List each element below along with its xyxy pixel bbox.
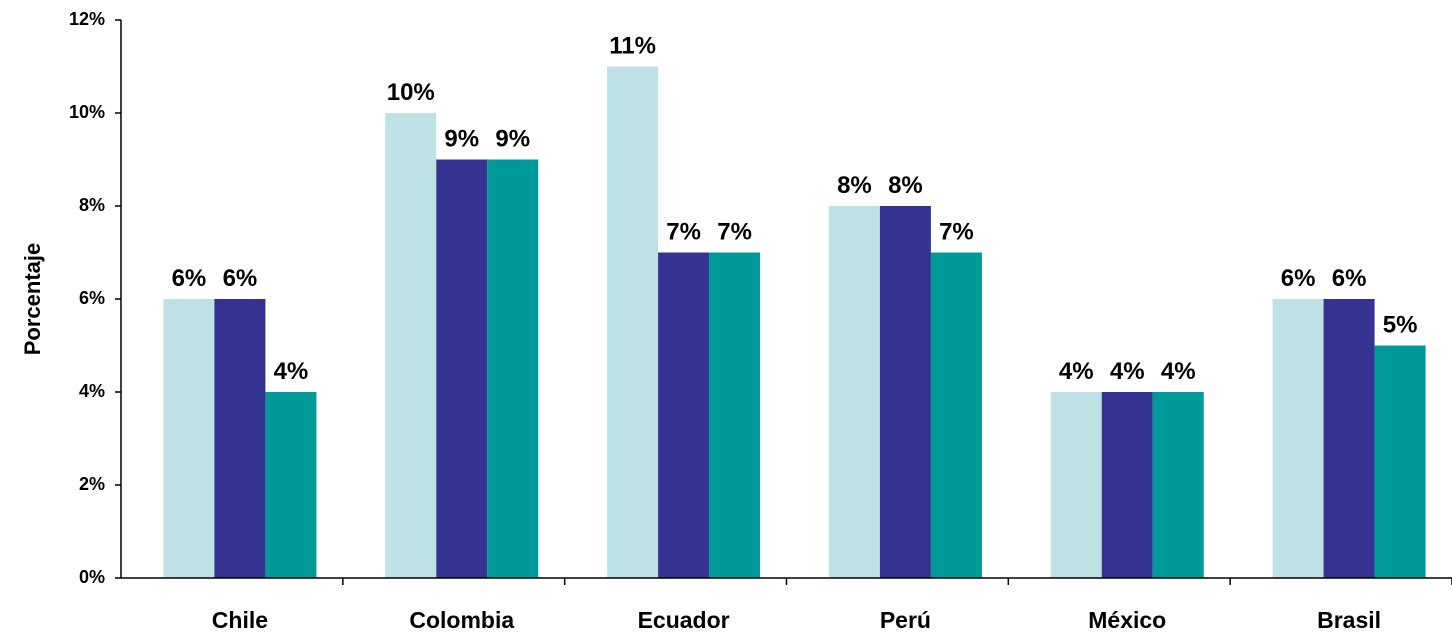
y-tick-label: 4% xyxy=(79,381,105,401)
y-tick-label: 6% xyxy=(79,288,105,308)
y-axis-title: Porcentaje xyxy=(20,243,45,356)
data-label: 6% xyxy=(1332,265,1367,292)
data-label: 6% xyxy=(1281,265,1316,292)
bars-layer xyxy=(163,66,1426,578)
category-label: Chile xyxy=(212,607,268,633)
data-label: 9% xyxy=(495,126,530,153)
bar xyxy=(1050,392,1102,578)
x-ticks: Chile Colombia Ecuador Perú México Brasil xyxy=(212,578,1452,633)
bar xyxy=(385,113,437,578)
category-label: Brasil xyxy=(1317,607,1381,633)
bar xyxy=(1323,299,1375,578)
data-label: 4% xyxy=(1161,358,1196,385)
bar xyxy=(1374,345,1426,578)
data-label: 8% xyxy=(837,172,872,199)
bar xyxy=(436,159,488,578)
bar xyxy=(163,299,215,578)
category-label: México xyxy=(1088,607,1166,633)
y-ticks: 0% 2% 4% 6% 8% 10% 12% xyxy=(69,9,121,587)
data-label: 6% xyxy=(172,265,207,292)
y-tick-label: 0% xyxy=(79,567,105,587)
bar xyxy=(709,252,761,578)
data-label: 4% xyxy=(274,358,309,385)
bar xyxy=(879,206,931,578)
data-label: 9% xyxy=(444,126,479,153)
y-tick-label: 2% xyxy=(79,474,105,494)
data-label: 8% xyxy=(888,172,923,199)
bar xyxy=(487,159,539,578)
bar xyxy=(930,252,982,578)
bar xyxy=(1152,392,1204,578)
data-label: 5% xyxy=(1383,312,1418,339)
data-label: 11% xyxy=(609,33,656,60)
data-label: 10% xyxy=(387,79,435,106)
bar xyxy=(1101,392,1153,578)
bar xyxy=(658,252,710,578)
data-label: 7% xyxy=(939,219,974,246)
data-label: 7% xyxy=(717,219,752,246)
bar xyxy=(828,206,880,578)
bar xyxy=(214,299,266,578)
bar xyxy=(607,66,659,578)
data-label: 7% xyxy=(666,219,701,246)
bar xyxy=(1272,299,1324,578)
category-label: Ecuador xyxy=(638,607,730,633)
y-tick-label: 8% xyxy=(79,195,105,215)
category-label: Perú xyxy=(880,607,931,633)
data-labels: 6% 6% 4% 10% 9% 9% 11% 7% 7% 8% 8% 7% 4% 4% 4% 6% 6% 5% xyxy=(172,33,1418,386)
data-label: 4% xyxy=(1059,358,1094,385)
data-label: 6% xyxy=(223,265,258,292)
y-tick-label: 12% xyxy=(69,9,105,29)
category-label: Colombia xyxy=(409,607,514,633)
bar xyxy=(265,392,317,578)
axes-layer xyxy=(120,20,1452,579)
data-label: 4% xyxy=(1110,358,1145,385)
y-tick-label: 10% xyxy=(69,102,105,122)
